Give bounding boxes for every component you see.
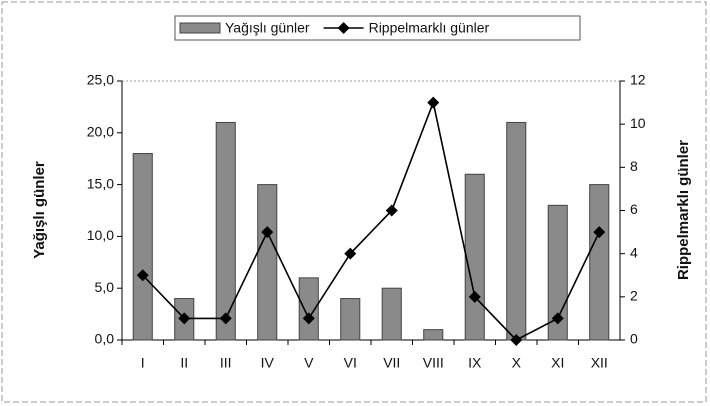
x-tick-label: IX — [468, 355, 482, 371]
line-marker — [468, 290, 481, 303]
y-axis-title: Yağışlı günler — [31, 161, 48, 259]
line-marker — [551, 312, 564, 325]
bar — [423, 329, 444, 341]
line-marker — [178, 312, 191, 325]
legend-marker — [337, 22, 350, 34]
x-tick-label: I — [141, 355, 145, 371]
x-tick-label: X — [512, 355, 522, 371]
line-marker — [261, 226, 274, 239]
line-marker — [344, 247, 357, 260]
y2-tick-label: 10 — [630, 115, 646, 131]
bar — [381, 287, 402, 341]
legend-swatch — [179, 22, 221, 34]
line — [142, 99, 600, 341]
bar — [298, 277, 319, 341]
y-tick-label: 0,0 — [95, 331, 115, 347]
y2-tick-label: 8 — [630, 158, 638, 174]
x-tick-label: IV — [261, 355, 275, 371]
x-tick-label: VIII — [423, 355, 444, 371]
bar — [257, 184, 278, 341]
bar — [589, 184, 610, 341]
line-marker — [136, 269, 149, 282]
line-marker — [593, 226, 606, 239]
x-tick-label: VI — [344, 355, 357, 371]
y-tick-label: 15,0 — [87, 175, 114, 191]
y2-axis-title: Rippelmarklı günler — [675, 140, 692, 280]
y2-tick-label: 2 — [630, 288, 638, 304]
bar — [506, 121, 527, 341]
y2-tick-label: 0 — [630, 331, 638, 347]
y2-tick-label: 4 — [630, 244, 638, 260]
bar — [464, 173, 485, 341]
legend-label: Yağışlı günler — [225, 20, 310, 36]
x-tick-label: V — [304, 355, 314, 371]
line-marker — [302, 312, 315, 325]
bar — [215, 121, 236, 341]
legend-label: Rippelmarklı günler — [369, 20, 490, 36]
x-tick-label: III — [220, 355, 232, 371]
y2-tick-label: 12 — [630, 72, 646, 88]
legend-box — [174, 15, 581, 41]
y-tick-label: 10,0 — [87, 227, 114, 243]
x-tick-label: XII — [591, 355, 608, 371]
line-marker — [510, 334, 523, 346]
y-tick-label: 20,0 — [87, 124, 114, 140]
y-tick-label: 5,0 — [95, 279, 115, 295]
bar — [547, 204, 568, 341]
y2-tick-label: 6 — [630, 201, 638, 217]
line-marker — [219, 312, 232, 325]
x-tick-label: II — [180, 355, 188, 371]
bar — [132, 153, 153, 341]
bar — [340, 298, 361, 341]
line-marker — [427, 96, 440, 109]
x-tick-label: VII — [383, 355, 400, 371]
line-marker — [385, 204, 398, 217]
y-tick-label: 25,0 — [87, 72, 114, 88]
x-tick-label: XI — [551, 355, 564, 371]
plot-area — [121, 80, 621, 341]
